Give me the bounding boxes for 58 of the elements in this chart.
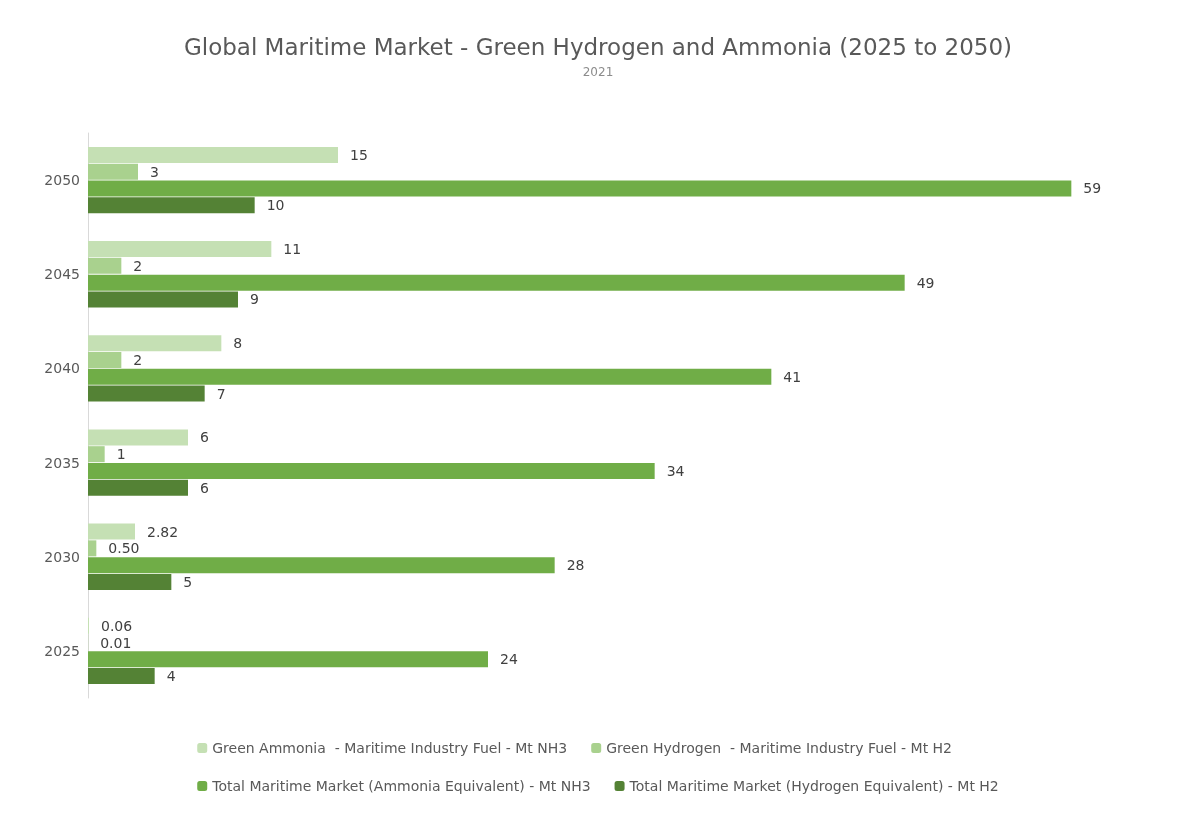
bar: [88, 462, 655, 479]
data-label: 24: [500, 651, 518, 668]
data-label: 6: [200, 479, 209, 496]
bar: [88, 573, 172, 590]
data-label: 59: [1083, 180, 1102, 197]
bar: [88, 257, 122, 274]
data-label: 0.06: [101, 617, 133, 634]
data-label: 10: [266, 197, 285, 214]
data-label: 2.82: [147, 523, 179, 540]
bar: [88, 146, 338, 163]
legend-label: Total Maritime Market (Hydrogen Equivalent) - Mt H2: [628, 778, 999, 794]
data-label: 3: [150, 163, 159, 180]
data-label: 9: [250, 291, 259, 308]
data-label: 6: [200, 429, 209, 446]
bar: [88, 540, 97, 557]
y-tick-label: 2030: [44, 548, 80, 565]
data-label: 28: [566, 557, 585, 574]
y-tick-label: 2040: [44, 360, 80, 377]
bar: [88, 197, 255, 214]
y-tick-label: 2035: [44, 454, 80, 471]
bar: [88, 446, 105, 463]
bar: [88, 557, 555, 574]
data-label: 11: [283, 241, 302, 258]
data-label: 41: [783, 368, 802, 385]
data-label: 2: [133, 257, 143, 274]
bar: [88, 241, 272, 258]
data-label: 8: [233, 335, 243, 352]
chart-subtitle: 2021: [582, 65, 614, 79]
data-label: 15: [350, 146, 368, 163]
data-label: 34: [666, 462, 685, 479]
bar: [88, 429, 188, 446]
bar: [88, 291, 238, 308]
data-label: 49: [916, 274, 935, 291]
data-label: 0.50: [108, 540, 140, 557]
legend-label: Green Ammonia - Maritime Industry Fuel - Mt NH3: [212, 740, 568, 756]
y-tick-label: 2050: [44, 172, 80, 189]
bar: [88, 479, 188, 496]
bar: [88, 335, 222, 352]
data-label: 0.01: [100, 634, 132, 651]
bar: [88, 274, 905, 291]
data-label: 2: [133, 352, 143, 369]
bar: [88, 385, 205, 402]
bar: [88, 163, 138, 180]
legend-label: Total Maritime Market (Ammonia Equivalent) - Mt NH3: [211, 778, 591, 794]
bar: [88, 651, 488, 668]
y-tick-label: 2045: [44, 266, 80, 283]
data-label: 1: [116, 446, 126, 463]
bar: [88, 352, 122, 369]
bar: [88, 523, 135, 540]
data-label: 5: [183, 573, 193, 590]
bar: [88, 668, 155, 685]
y-tick-label: 2025: [44, 642, 80, 659]
legend-label: Green Hydrogen - Maritime Industry Fuel - Mt H2: [606, 740, 953, 756]
data-label: 4: [166, 668, 176, 685]
bar: [88, 180, 1072, 197]
chart-title: Global Maritime Market - Green Hydrogen and Ammonia (2025 to 2050): [183, 33, 1013, 60]
data-label: 7: [216, 385, 226, 402]
bar: [88, 368, 772, 385]
